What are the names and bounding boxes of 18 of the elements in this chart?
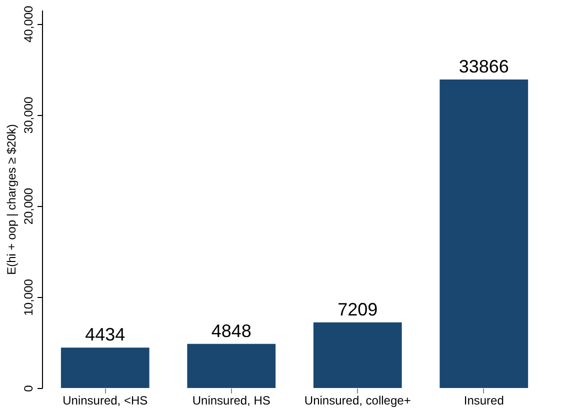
x-tick-label: Uninsured, HS <box>192 394 270 408</box>
bar <box>187 344 276 388</box>
bar <box>440 80 528 388</box>
y-tick-label: 20,000 <box>22 188 36 225</box>
bar <box>60 348 150 388</box>
x-tick-label: Uninsured, college+ <box>304 394 411 408</box>
y-tick-label: 0 <box>22 384 36 392</box>
data-label: 4434 <box>85 324 126 345</box>
y-axis-title: E(hi + oop | charges ≥ $20k) <box>4 124 18 275</box>
y-tick-label: 30,000 <box>22 96 36 134</box>
x-tick-label: Insured <box>464 394 504 408</box>
data-label: 7209 <box>338 299 378 320</box>
data-label: 33866 <box>458 56 509 77</box>
bar <box>313 322 402 388</box>
x-tick-label: Uninsured, <HS <box>62 394 148 408</box>
data-label: 4848 <box>211 320 252 341</box>
y-tick-label: 40,000 <box>22 5 36 43</box>
y-tick-label: 10,000 <box>22 278 36 316</box>
